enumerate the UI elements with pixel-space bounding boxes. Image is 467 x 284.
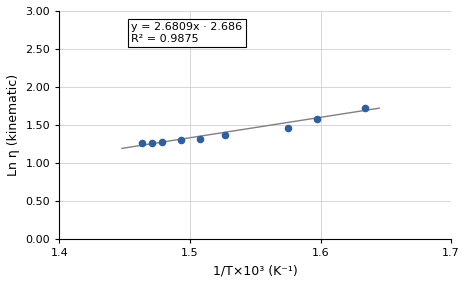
Point	[149, 140, 156, 145]
Y-axis label: Ln η (kinematic): Ln η (kinematic)	[7, 74, 20, 176]
X-axis label: 1/T×10³ (K⁻¹): 1/T×10³ (K⁻¹)	[213, 264, 297, 277]
Point	[197, 136, 204, 141]
Point	[313, 116, 320, 121]
Point	[221, 133, 229, 138]
Point	[284, 126, 291, 130]
Point	[177, 137, 184, 142]
Point	[361, 106, 369, 111]
Text: y = 2.6809x · 2.686
R² = 0.9875: y = 2.6809x · 2.686 R² = 0.9875	[131, 22, 242, 44]
Point	[159, 139, 166, 144]
Point	[138, 141, 145, 145]
